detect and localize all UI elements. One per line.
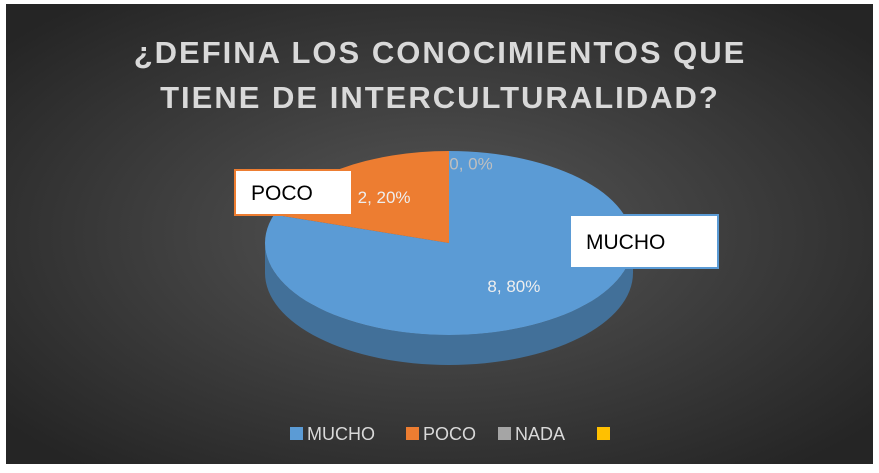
legend-swatch xyxy=(406,427,419,440)
slice xyxy=(274,151,449,243)
legend-label: MUCHO xyxy=(307,424,375,444)
legend-swatch xyxy=(597,427,610,440)
callout-box xyxy=(569,214,719,269)
chart-title: ¿DEFINA LOS CONOCIMIENTOS QUE TIENE DE IN… xyxy=(134,35,747,115)
callout-label: MUCHO xyxy=(586,231,665,254)
slice-side xyxy=(265,243,633,365)
callout-box xyxy=(234,169,353,216)
callout-label: POCO xyxy=(251,182,313,205)
legend-label: NADA xyxy=(515,424,565,444)
data-label: 2, 20% xyxy=(358,188,411,207)
legend-swatch xyxy=(498,427,511,440)
legend-swatch xyxy=(290,427,303,440)
legend-label: POCO xyxy=(423,424,476,444)
data-label: 8, 80% xyxy=(487,277,540,296)
data-label: 0, 0% xyxy=(449,154,492,173)
slice xyxy=(265,151,634,335)
